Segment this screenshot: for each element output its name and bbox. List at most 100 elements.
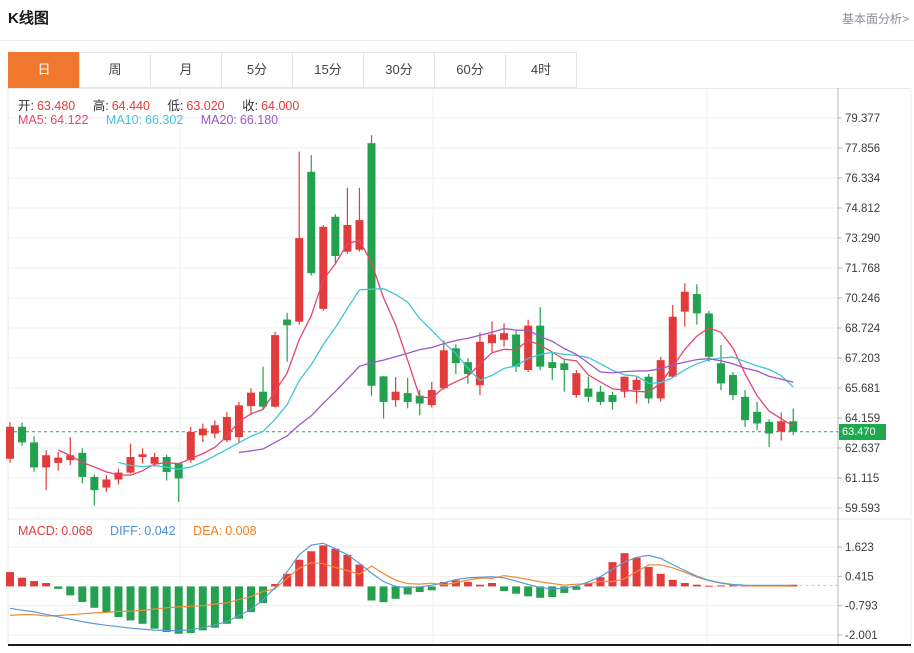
- macd-axis-tick-label: -0.793: [845, 601, 878, 613]
- macd-bar: [536, 586, 545, 598]
- macd-bar: [319, 545, 328, 587]
- macd-bar: [198, 586, 207, 631]
- candle-body: [198, 428, 207, 436]
- tab-interval-6[interactable]: 60分: [434, 52, 506, 88]
- macd-bar: [548, 586, 557, 598]
- kline-chart-svg[interactable]: 79.377 77.856 76.334 74.812 73.290 71.768 70.2…: [0, 88, 914, 648]
- ma20-line: [238, 327, 794, 454]
- dea-line: [9, 562, 794, 617]
- candle-body: [704, 313, 713, 357]
- candle-body: [283, 319, 292, 326]
- candle-body: [500, 333, 509, 340]
- macd-axis-tick-label: 1.623: [845, 542, 874, 554]
- tab-interval-0[interactable]: 日: [8, 52, 80, 88]
- page-title: K线图: [8, 10, 49, 27]
- open-label: 开:: [18, 99, 34, 113]
- macd-bar: [126, 586, 135, 621]
- candle-body: [451, 348, 460, 364]
- macd-legend: MACD: 0.068 DIFF: 0.042 DEA: 0.008: [18, 524, 260, 538]
- tab-interval-5[interactable]: 30分: [363, 52, 435, 88]
- candle-body: [42, 455, 51, 468]
- tab-interval-2[interactable]: 月: [150, 52, 222, 88]
- macd-bar: [174, 586, 183, 634]
- ohlc-legend: 开: 63.480 高: 64.440 低: 63.020 收: 64.000: [18, 95, 302, 114]
- macd-bar: [271, 583, 280, 587]
- candle-body: [403, 393, 412, 402]
- candle-body: [186, 431, 195, 461]
- macd-bar: [379, 586, 388, 603]
- candle-body: [355, 220, 364, 250]
- candle-body: [536, 325, 545, 367]
- candle-body: [765, 421, 774, 434]
- tab-interval-4[interactable]: 15分: [292, 52, 364, 88]
- kline-chart-area[interactable]: 79.377 77.856 76.334 74.812 73.290 71.768 70.2…: [0, 88, 914, 648]
- candle-body: [210, 425, 219, 434]
- macd-bar: [42, 583, 51, 587]
- tab-interval-1[interactable]: 周: [79, 52, 151, 88]
- candle-body: [656, 360, 665, 399]
- y-axis-tick-label: 59.593: [845, 503, 880, 515]
- candle-body: [307, 171, 316, 274]
- y-axis-tick-label: 70.246: [845, 293, 880, 305]
- macd-bar: [656, 573, 665, 587]
- fundamental-analysis-link[interactable]: 基本面分析>: [841, 12, 909, 26]
- open-value: 63.480: [36, 99, 76, 113]
- macd-bar: [512, 586, 521, 594]
- candle-body: [162, 456, 171, 472]
- low-label: 低:: [167, 99, 184, 113]
- macd-bar: [475, 584, 484, 587]
- macd-axis-tick-label: 0.415: [845, 571, 874, 583]
- y-axis-tick-label: 62.637: [845, 443, 880, 455]
- y-axis-tick-label: 79.377: [845, 113, 880, 125]
- macd-bar: [668, 579, 677, 587]
- y-axis-tick-label: 68.724: [845, 323, 881, 335]
- close-label: 收:: [242, 99, 259, 113]
- candle-body: [138, 454, 147, 457]
- candle-body: [247, 392, 255, 407]
- macd-bar: [729, 585, 737, 587]
- macd-bar: [488, 583, 496, 587]
- dea-value: 0.008: [225, 524, 257, 538]
- macd-bar: [584, 583, 593, 587]
- candle-body: [741, 396, 750, 421]
- candle-body: [729, 374, 737, 396]
- macd-bar: [283, 573, 292, 587]
- macd-bar: [620, 553, 629, 587]
- y-axis-tick-label: 71.768: [845, 263, 880, 275]
- tab-interval-7[interactable]: 4时: [505, 52, 577, 88]
- candle-body: [439, 350, 448, 389]
- high-label: 高:: [92, 99, 109, 113]
- candle-body: [174, 463, 183, 479]
- macd-bar: [463, 582, 472, 587]
- y-axis-tick-label: 67.203: [845, 353, 880, 365]
- macd-bar: [6, 572, 14, 587]
- macd-bar: [307, 551, 316, 587]
- macd-bar: [367, 586, 376, 601]
- macd-bar: [138, 586, 147, 624]
- macd-bar: [234, 586, 243, 619]
- macd-bar: [572, 586, 581, 590]
- macd-bar: [186, 586, 195, 634]
- macd-axis-tick-label: -2.001: [845, 630, 878, 642]
- candle-body: [90, 476, 99, 491]
- macd-bar: [680, 583, 689, 587]
- macd-bar: [30, 581, 39, 587]
- candle-body: [680, 291, 689, 312]
- macd-bar: [222, 586, 231, 624]
- candle-body: [692, 294, 701, 314]
- candle-body: [114, 472, 123, 480]
- ma10-value: 66.302: [145, 113, 184, 127]
- candle-body: [415, 395, 424, 404]
- candle-body: [716, 363, 725, 384]
- tab-interval-3[interactable]: 5分: [221, 52, 293, 88]
- macd-label: MACD:: [18, 524, 59, 538]
- candle-body: [319, 226, 328, 309]
- macd-bar: [150, 586, 159, 629]
- macd-bar: [403, 586, 412, 595]
- macd-bar: [716, 585, 725, 587]
- ma20-value: 66.180: [239, 113, 279, 127]
- macd-bar: [391, 586, 400, 599]
- candle-body: [524, 325, 533, 371]
- macd-bar: [247, 586, 255, 613]
- candle-body: [271, 335, 280, 407]
